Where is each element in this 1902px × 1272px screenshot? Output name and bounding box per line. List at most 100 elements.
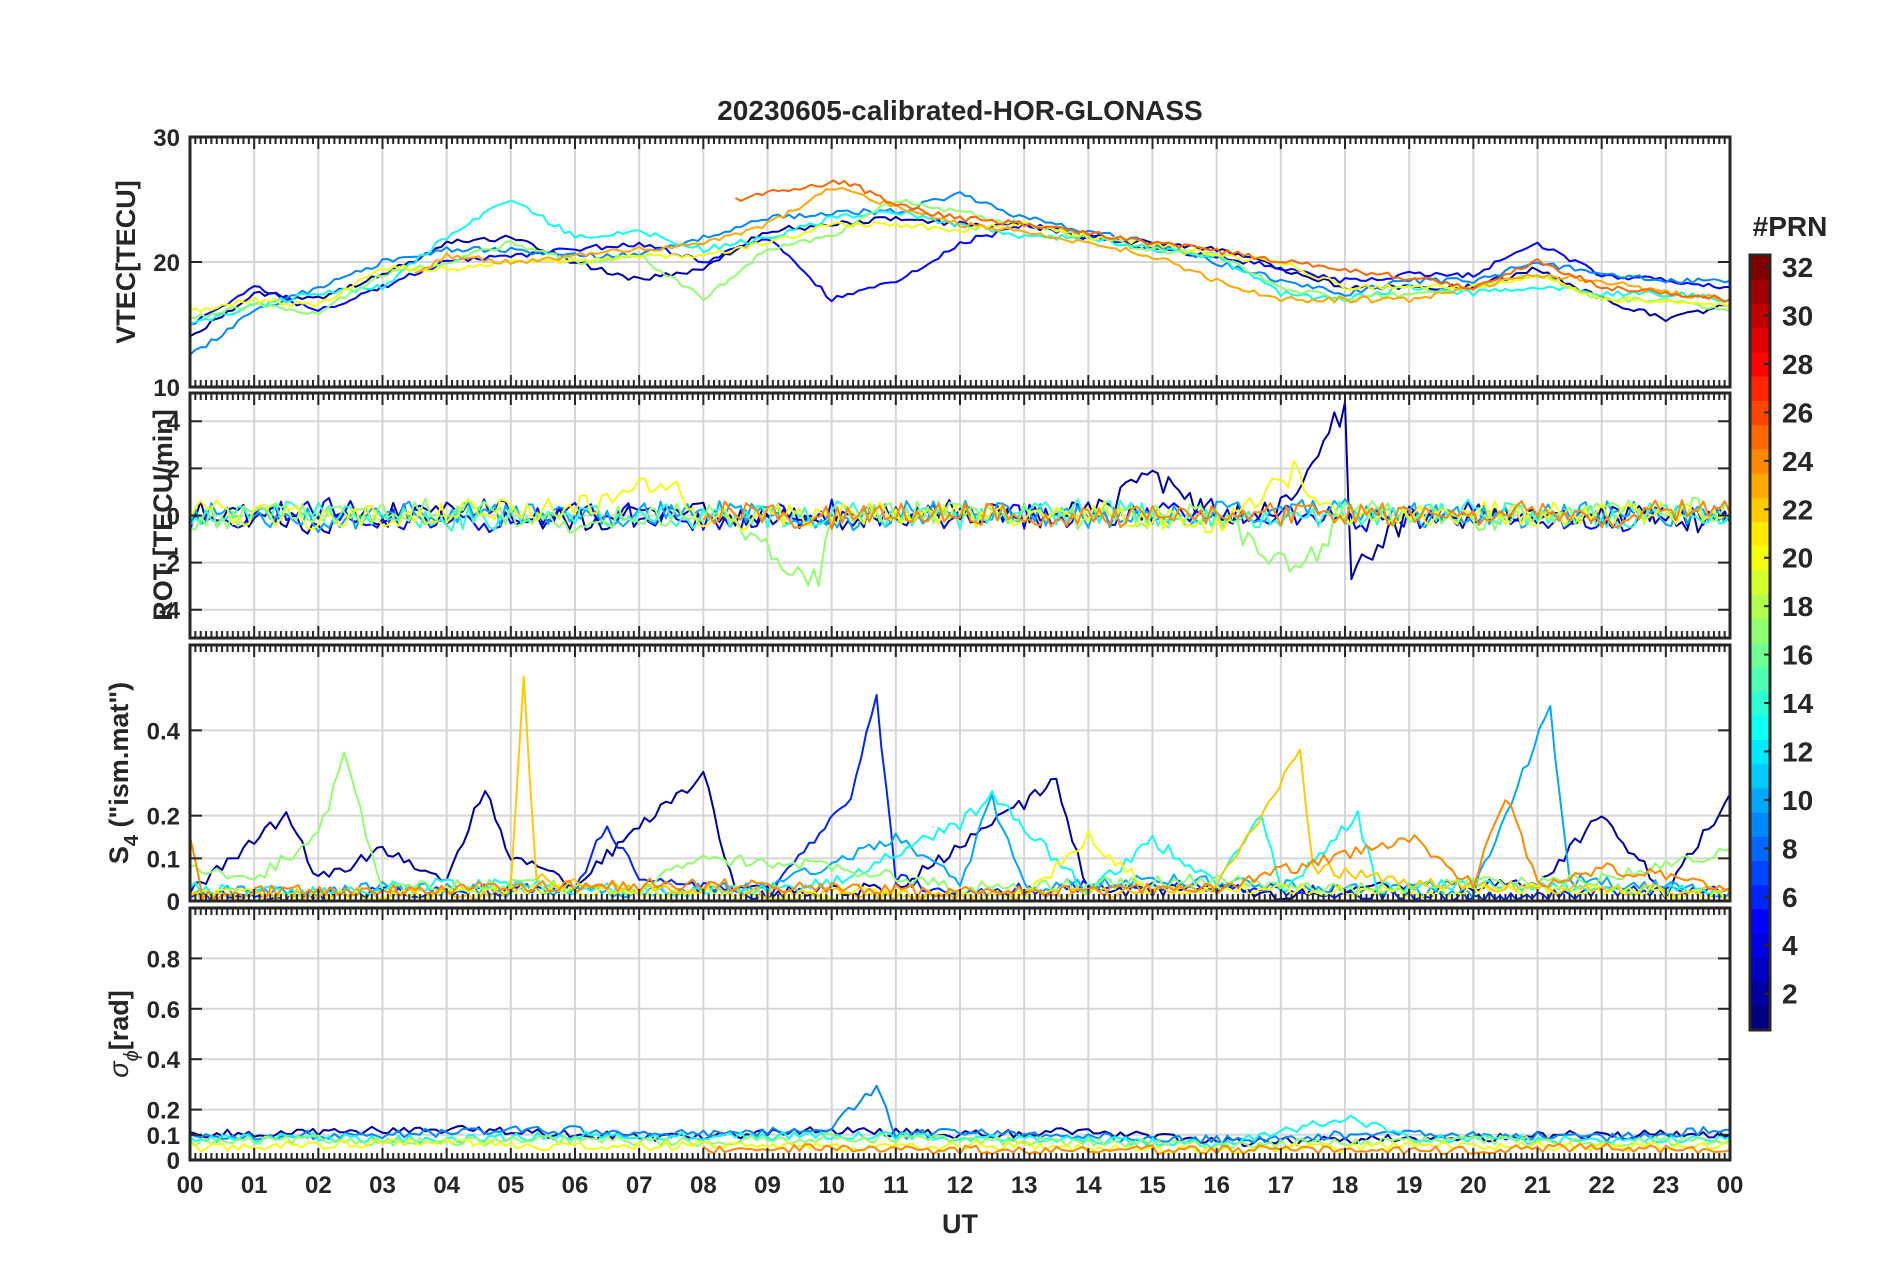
panel-vtec: 10 20 30 VTEC[TECU] (111, 125, 1732, 402)
colorbar-band (1750, 690, 1770, 716)
colorbar-tick-label: 2 (1782, 979, 1798, 1010)
x-tick-label: 09 (754, 1172, 781, 1199)
sigma-phi-y-tick-label: 0.2 (147, 1098, 180, 1125)
rot-series-prn-17 (189, 496, 1731, 588)
s4-ylabel-suffix: ("ism.mat") (104, 682, 134, 835)
vtec-series (189, 179, 1731, 356)
colorbar-band (1750, 400, 1770, 426)
vtec-series-prn-23 (414, 186, 1731, 304)
colorbar-bands (1750, 255, 1770, 1031)
sigma-phi-ticks: 00.10.2 0.4 0.6 0.8 (147, 908, 1731, 1175)
colorbar-band (1750, 255, 1770, 280)
x-tick-label: 04 (433, 1172, 460, 1199)
sigma-phi-ylabel: σϕ[rad] (104, 990, 143, 1077)
vtec-series-prn-25 (734, 179, 1731, 303)
colorbar-band (1750, 327, 1770, 353)
rot-series-prn-20 (189, 459, 1731, 534)
colorbar-band (1750, 642, 1770, 668)
vtec-ticks: 10 20 30 (153, 125, 1731, 402)
rot-series-prn-24 (702, 499, 1731, 531)
colorbar-band (1750, 497, 1770, 523)
sigma-phi-grid (190, 908, 1730, 1160)
sigma-phi-y-tick-label: 0.4 (147, 1047, 181, 1074)
sigma-phi-y-tick-label: 0.1 (147, 1123, 180, 1150)
x-tick-label: 07 (626, 1172, 653, 1199)
sigma-phi-ylabel-main: σ (104, 1060, 134, 1078)
colorbar-band (1750, 279, 1770, 305)
s4-y-tick-label: 0.1 (147, 846, 180, 873)
sigma-phi-ylabel-suffix: [rad] (104, 990, 134, 1050)
s4-ticks: 0 0.1 0.2 0.4 (147, 645, 1731, 916)
x-tick-label: 17 (1267, 1172, 1294, 1199)
colorbar-band (1750, 618, 1770, 644)
s4-y-tick-label: 0 (167, 889, 180, 916)
colorbar-tick-label: 28 (1782, 349, 1813, 380)
colorbar-band (1750, 666, 1770, 692)
x-tick-label: 03 (369, 1172, 396, 1199)
sigma-phi-series-prn-9 (189, 1084, 1731, 1145)
vtec-grid (190, 137, 1730, 387)
colorbar-band (1750, 715, 1770, 740)
rot-series (189, 401, 1731, 588)
x-tick-label: 08 (690, 1172, 717, 1199)
rot-y-tick-label: -2 (159, 551, 180, 578)
sigma-phi-ylabel-sub: ϕ (121, 1050, 143, 1061)
colorbar-band (1750, 376, 1770, 401)
s4-ylabel-sub: 4 (121, 834, 143, 846)
colorbar-band (1750, 594, 1770, 619)
rot-y-tick-label: 0 (167, 504, 180, 531)
vtec-y-tick-label: 30 (153, 125, 180, 152)
x-tick-label: 01 (241, 1172, 268, 1199)
x-tick-label: 18 (1332, 1172, 1359, 1199)
s4-grid (190, 645, 1730, 901)
vtec-series-prn-20 (189, 220, 1731, 313)
colorbar-tick-label: 14 (1782, 688, 1814, 719)
x-tick-label: 20 (1460, 1172, 1487, 1199)
colorbar-band (1750, 860, 1770, 886)
vtec-series-prn-9 (189, 191, 1731, 356)
colorbar-band (1750, 424, 1770, 450)
x-tick-label: 22 (1588, 1172, 1615, 1199)
x-tick-label: 12 (947, 1172, 974, 1199)
colorbar-band (1750, 351, 1770, 377)
colorbar-label: #PRN (1753, 211, 1828, 242)
x-tick-label: 23 (1652, 1172, 1679, 1199)
rot-y-tick-label: -4 (159, 598, 181, 625)
colorbar-band (1750, 545, 1770, 571)
vtec-ylabel: VTEC[TECU] (111, 180, 141, 344)
rot-y-tick-label: 2 (167, 456, 180, 483)
rot-ylabel: ROT [TECU/min] (148, 409, 178, 620)
colorbar-tick-label: 30 (1782, 301, 1813, 332)
colorbar-band (1750, 739, 1770, 765)
colorbar-band (1750, 884, 1770, 910)
colorbar-tick-label: 4 (1782, 930, 1798, 961)
x-tick-label: 15 (1139, 1172, 1166, 1199)
x-tick-label: 19 (1396, 1172, 1423, 1199)
colorbar-tick-label: 24 (1782, 446, 1814, 477)
colorbar-band (1750, 1005, 1770, 1031)
colorbar-band (1750, 812, 1770, 837)
colorbar-tick-label: 18 (1782, 591, 1813, 622)
s4-y-tick-label: 0.2 (147, 804, 180, 831)
colorbar-band (1750, 448, 1770, 474)
s4-y-tick-label: 0.4 (147, 718, 181, 745)
chart-title: 20230605-calibrated-HOR-GLONASS (717, 95, 1203, 126)
colorbar-tick-label: 26 (1782, 397, 1813, 428)
panel-sigma-phi: 00.10.2 0.4 0.6 0.8 σϕ[rad] (104, 906, 1732, 1175)
colorbar-tick-label: 8 (1782, 833, 1798, 864)
vtec-y-tick-label: 10 (153, 375, 180, 402)
colorbar-frame (1748, 253, 1772, 1032)
x-tick-label: 05 (497, 1172, 524, 1199)
x-tick-labels: 00 01 02 03 04 05 06 07 08 09 10 11 12 13 14 15 16 17 18 19… (177, 1172, 1744, 1199)
colorbar-band (1750, 957, 1770, 983)
colorbar-tick-label: 10 (1782, 785, 1813, 816)
x-tick-label: 00 (177, 1172, 204, 1199)
x-tick-label: 21 (1524, 1172, 1551, 1199)
x-tick-label: 11 (883, 1172, 908, 1199)
vtec-y-tick-label: 20 (153, 250, 180, 277)
rot-ticks: -4 -2 0 2 4 (159, 393, 1731, 638)
colorbar-band (1750, 763, 1770, 789)
colorbar-tick-label: 22 (1782, 494, 1813, 525)
